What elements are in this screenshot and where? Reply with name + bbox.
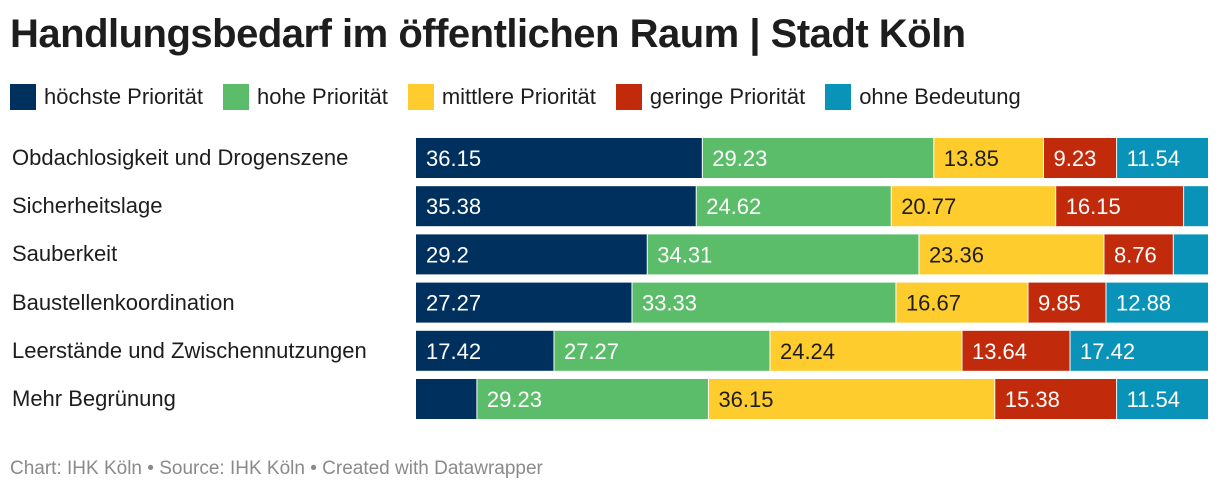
legend-item: geringe Priorität — [615, 84, 806, 110]
bar-segment — [416, 234, 648, 275]
bar-segment — [1183, 186, 1208, 227]
row-label: Mehr Begrünung — [12, 386, 176, 411]
value-label: 29.23 — [487, 387, 542, 412]
bar-segment — [769, 330, 962, 371]
bar-segment — [895, 282, 1028, 323]
legend-label: höchste Priorität — [44, 84, 203, 109]
legend-swatch — [825, 84, 852, 110]
legend-swatch — [10, 84, 36, 110]
legend-swatch — [407, 84, 434, 110]
value-label: 36.15 — [426, 146, 481, 171]
bar-segment — [416, 138, 703, 178]
value-label: 29.23 — [712, 146, 767, 171]
bar-segment — [631, 282, 896, 323]
legend-item: ohne Bedeutung — [825, 84, 1021, 110]
legend-swatch — [615, 84, 642, 110]
legend-label: mittlere Priorität — [441, 84, 596, 109]
value-label: 13.64 — [972, 339, 1027, 364]
value-label: 17.42 — [426, 339, 481, 364]
value-label: 24.24 — [780, 339, 835, 364]
value-label: 27.27 — [426, 291, 481, 316]
value-label: 24.62 — [706, 194, 761, 219]
value-label: 16.15 — [1066, 194, 1121, 219]
value-label: 27.27 — [564, 339, 619, 364]
bar-segment — [416, 330, 554, 371]
bar-segment — [1043, 138, 1117, 178]
legend-label: hohe Priorität — [256, 84, 388, 109]
bar-segment — [476, 379, 709, 419]
bar-segment — [1116, 138, 1208, 178]
bar-segment — [553, 330, 770, 371]
legend-item: höchste Priorität — [10, 84, 203, 110]
bar-segment — [1103, 234, 1174, 275]
chart-footer: Chart: IHK Köln • Source: IHK Köln • Cre… — [10, 458, 543, 479]
value-label: 33.33 — [642, 291, 697, 316]
value-label: 8.76 — [1114, 242, 1157, 267]
bar-segment — [961, 330, 1071, 371]
legend-swatch — [222, 84, 249, 110]
bar-segment — [1105, 282, 1208, 323]
bar-segment — [647, 234, 919, 275]
value-label: 29.2 — [426, 242, 469, 267]
bar-segment — [1027, 282, 1106, 323]
bar-segment — [708, 379, 995, 419]
bar-segment — [1070, 330, 1208, 371]
legend-label: geringe Priorität — [649, 84, 806, 109]
value-label: 17.42 — [1080, 339, 1135, 364]
value-label: 23.36 — [929, 242, 984, 267]
bar-segment — [416, 186, 697, 227]
bar-segment — [891, 186, 1056, 227]
row-label: Sauberkeit — [12, 241, 118, 267]
bar-segment — [994, 379, 1117, 419]
value-label: 11.54 — [1127, 387, 1180, 412]
bar-segment — [933, 138, 1044, 178]
bar-segment — [702, 138, 934, 178]
bar-segment — [696, 186, 892, 227]
value-label: 9.85 — [1038, 291, 1081, 316]
value-label: 16.67 — [906, 291, 961, 316]
value-label: 15.38 — [1005, 387, 1060, 412]
value-label: 34.31 — [657, 242, 712, 267]
bar-segment — [918, 234, 1104, 275]
row-label: Obdachlosigkeit und Drogenszene — [12, 145, 349, 170]
value-label: 11.54 — [1127, 146, 1180, 171]
bar-segment — [416, 379, 477, 419]
bar-segment — [416, 282, 632, 323]
legend-label: ohne Bedeutung — [859, 84, 1021, 109]
value-label: 36.15 — [718, 387, 773, 412]
bar-segment — [1055, 186, 1184, 227]
row-label: Baustellenkoordination — [12, 289, 235, 315]
legend: höchste Priorität hohe Priorität mittlere … — [10, 82, 1041, 112]
value-label: 13.85 — [944, 146, 999, 171]
value-label: 12.88 — [1116, 291, 1171, 316]
legend-item: hohe Priorität — [222, 84, 388, 110]
row-label: Sicherheitslage — [12, 193, 163, 219]
row-label: Leerstände und Zwischennutzungen — [12, 337, 367, 363]
value-label: 35.38 — [426, 194, 481, 219]
chart-title: Handlungsbedarf im öffentlichen Raum | S… — [10, 12, 966, 56]
legend-item: mittlere Priorität — [407, 84, 596, 110]
bar-segment — [1116, 379, 1208, 419]
bar-segment — [1173, 234, 1208, 275]
value-label: 9.23 — [1054, 146, 1097, 171]
value-label: 20.77 — [901, 194, 956, 219]
